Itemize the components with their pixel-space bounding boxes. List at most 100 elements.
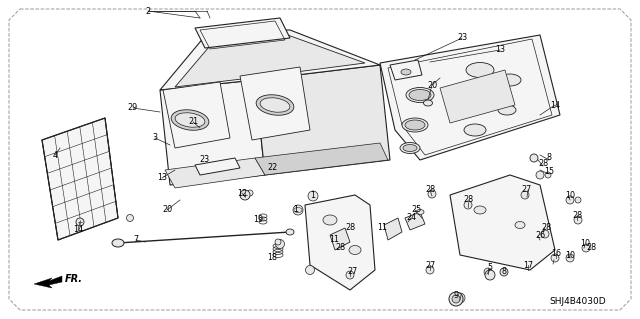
Polygon shape: [440, 70, 515, 123]
Text: 27: 27: [425, 261, 435, 270]
Text: 9: 9: [453, 292, 459, 300]
Text: 5: 5: [488, 263, 493, 272]
Circle shape: [530, 154, 538, 162]
Circle shape: [449, 292, 463, 306]
Text: 28: 28: [345, 224, 355, 233]
Text: 20: 20: [162, 205, 172, 214]
Ellipse shape: [498, 105, 516, 115]
Text: 28: 28: [463, 196, 473, 204]
Text: 23: 23: [457, 33, 467, 42]
Polygon shape: [390, 60, 422, 80]
Circle shape: [428, 190, 436, 198]
Text: 27: 27: [347, 268, 357, 277]
Circle shape: [521, 191, 529, 199]
Polygon shape: [195, 18, 290, 48]
Ellipse shape: [416, 210, 424, 214]
Polygon shape: [160, 30, 380, 90]
Text: FR.: FR.: [65, 274, 83, 284]
Polygon shape: [384, 218, 402, 240]
Circle shape: [575, 197, 581, 203]
Circle shape: [574, 216, 582, 224]
Ellipse shape: [464, 124, 486, 136]
Ellipse shape: [515, 221, 525, 228]
Text: 8: 8: [502, 268, 506, 277]
Text: 18: 18: [267, 254, 277, 263]
Text: 20: 20: [427, 80, 437, 90]
Circle shape: [455, 293, 465, 303]
Polygon shape: [305, 195, 375, 290]
Ellipse shape: [477, 93, 503, 107]
Circle shape: [305, 265, 314, 275]
Polygon shape: [34, 276, 62, 288]
Circle shape: [536, 171, 544, 179]
Circle shape: [541, 230, 549, 238]
Text: 4: 4: [52, 151, 58, 160]
Text: 25: 25: [411, 205, 421, 214]
Text: 13: 13: [157, 174, 167, 182]
Text: 28: 28: [335, 243, 345, 253]
Circle shape: [500, 268, 508, 276]
Circle shape: [484, 268, 492, 276]
Circle shape: [76, 218, 84, 226]
Polygon shape: [255, 65, 390, 175]
Text: 22: 22: [267, 164, 277, 173]
Ellipse shape: [424, 100, 433, 106]
Text: 27: 27: [522, 186, 532, 195]
Polygon shape: [175, 34, 365, 87]
Text: 14: 14: [550, 100, 560, 109]
Ellipse shape: [401, 69, 411, 75]
Text: 8: 8: [547, 153, 552, 162]
Polygon shape: [240, 67, 310, 140]
Text: 23: 23: [199, 155, 209, 165]
Ellipse shape: [405, 120, 425, 130]
Circle shape: [464, 201, 472, 209]
Circle shape: [551, 254, 559, 262]
Polygon shape: [330, 228, 350, 250]
Text: 14: 14: [73, 226, 83, 234]
Text: 7: 7: [133, 235, 139, 244]
Text: 16: 16: [551, 249, 561, 258]
Ellipse shape: [409, 90, 431, 100]
Text: 13: 13: [495, 46, 505, 55]
Ellipse shape: [349, 246, 361, 255]
Ellipse shape: [171, 110, 209, 130]
Ellipse shape: [402, 118, 428, 132]
Circle shape: [566, 196, 574, 204]
Text: 1: 1: [294, 205, 298, 214]
Text: 1: 1: [310, 191, 316, 201]
Text: 2: 2: [145, 6, 150, 16]
Text: 24: 24: [406, 213, 416, 222]
Text: 29: 29: [128, 103, 138, 113]
Text: 28: 28: [425, 186, 435, 195]
Circle shape: [293, 205, 303, 215]
Polygon shape: [380, 35, 560, 160]
Circle shape: [566, 254, 574, 262]
Circle shape: [247, 190, 253, 196]
Circle shape: [452, 295, 460, 303]
Ellipse shape: [403, 145, 417, 152]
Text: 21: 21: [188, 117, 198, 127]
Polygon shape: [405, 212, 425, 230]
Text: 17: 17: [523, 262, 533, 271]
Text: 28: 28: [572, 211, 582, 219]
Ellipse shape: [260, 98, 290, 112]
Circle shape: [426, 266, 434, 274]
Circle shape: [545, 172, 551, 178]
Text: 10: 10: [565, 251, 575, 261]
Ellipse shape: [112, 239, 124, 247]
Ellipse shape: [474, 206, 486, 214]
Polygon shape: [165, 158, 265, 188]
Circle shape: [308, 191, 318, 201]
Text: 15: 15: [544, 167, 554, 176]
Circle shape: [127, 214, 134, 221]
Ellipse shape: [400, 143, 420, 153]
Ellipse shape: [175, 113, 205, 127]
Text: 28: 28: [541, 224, 551, 233]
Ellipse shape: [406, 87, 434, 102]
Text: 12: 12: [237, 189, 247, 197]
Ellipse shape: [499, 74, 521, 86]
Text: 28: 28: [586, 242, 596, 251]
Circle shape: [275, 240, 285, 249]
Circle shape: [485, 270, 495, 280]
Polygon shape: [450, 175, 555, 270]
